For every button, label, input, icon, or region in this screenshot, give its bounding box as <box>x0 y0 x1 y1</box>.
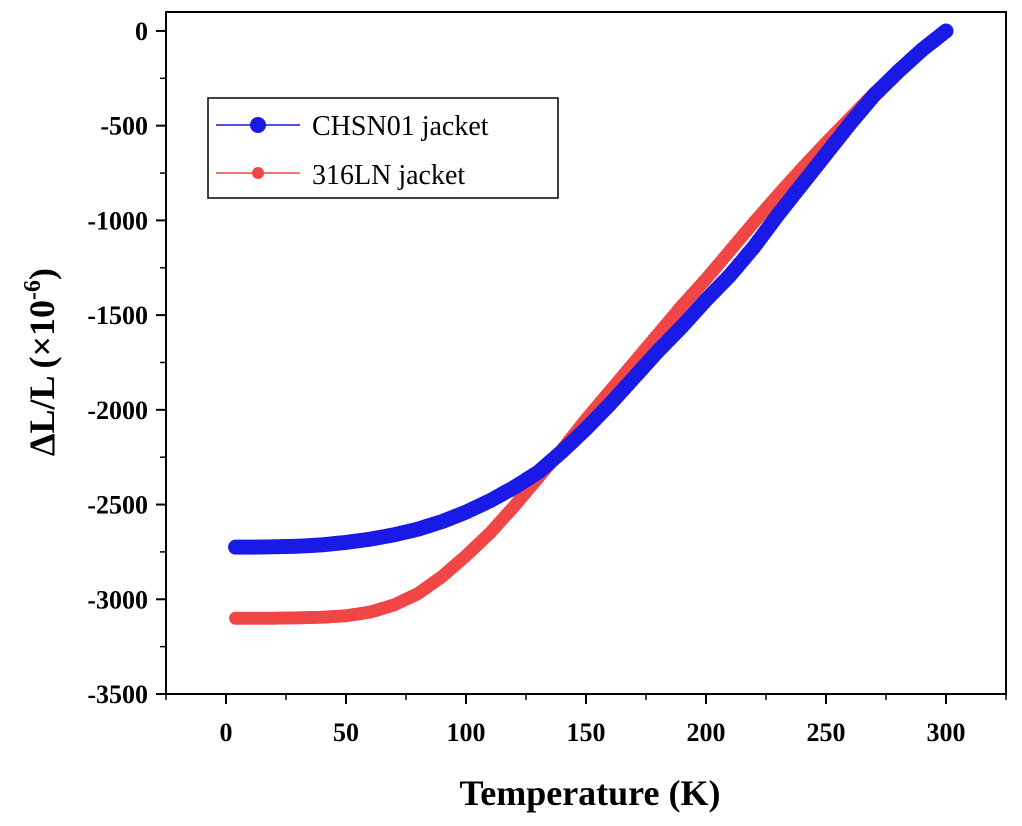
data-point-chsn01 <box>938 23 954 39</box>
legend-label-316ln: 316LN jacket <box>312 160 465 191</box>
y-tick-label: -3000 <box>87 585 148 614</box>
x-tick-label: 50 <box>333 718 359 747</box>
x-tick-label: 300 <box>927 718 966 747</box>
y-axis-title-exponent: -6 <box>20 280 46 300</box>
y-axis-title-main: ΔL/L (×10 <box>22 300 62 456</box>
y-tick-label: -1000 <box>87 206 148 235</box>
legend-box <box>207 97 559 199</box>
y-tick-label: -1500 <box>87 301 148 330</box>
data-layer <box>228 23 954 625</box>
x-tick-label: 100 <box>447 718 486 747</box>
x-tick-label: 0 <box>220 718 233 747</box>
series-chsn01-jacket <box>228 23 954 555</box>
x-tick-label: 150 <box>567 718 606 747</box>
y-tick-label: -3500 <box>87 680 148 709</box>
axes-layer: 0 50 100 150 200 250 300 0 -500 -1000 -1500 -2000 -2… <box>87 17 1007 747</box>
y-axis-title: ΔL/L (×10-6) <box>20 268 62 456</box>
legend: CHSN01 jacket 316LN jacket <box>207 97 559 199</box>
y-tick-label: -2500 <box>87 491 148 520</box>
legend-label-chsn01: CHSN01 jacket <box>312 111 489 142</box>
y-axis-title-close: ) <box>22 268 62 280</box>
y-tick-label: 0 <box>135 17 148 46</box>
legend-marker-316ln <box>252 167 264 179</box>
legend-marker-chsn01 <box>250 117 266 133</box>
x-tick-label: 250 <box>807 718 846 747</box>
y-tick-label: -2000 <box>87 396 148 425</box>
x-axis-title: Temperature (K) <box>460 773 721 813</box>
y-tick-label: -500 <box>100 112 148 141</box>
x-tick-label: 200 <box>687 718 726 747</box>
